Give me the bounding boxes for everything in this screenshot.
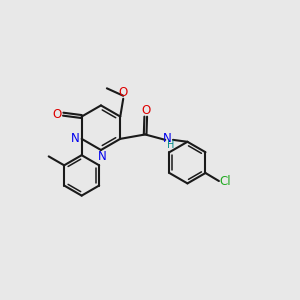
Text: O: O bbox=[118, 86, 128, 99]
Text: O: O bbox=[141, 104, 150, 117]
Text: N: N bbox=[163, 132, 172, 145]
Text: H: H bbox=[167, 140, 174, 150]
Text: O: O bbox=[52, 108, 61, 121]
Text: Cl: Cl bbox=[219, 175, 231, 188]
Text: N: N bbox=[98, 150, 107, 163]
Text: N: N bbox=[71, 132, 80, 146]
